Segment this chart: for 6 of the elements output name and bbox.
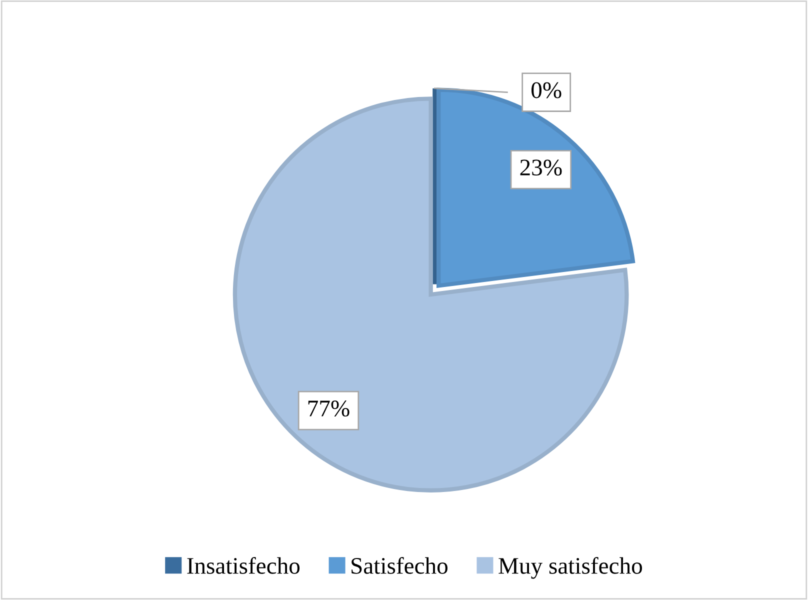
legend-label: Insatisfecho: [187, 557, 300, 574]
legend-label: Satisfecho: [352, 557, 448, 574]
text: 0%: [532, 82, 562, 98]
data-label: 77%: [308, 400, 350, 417]
legend-label: Muy satisfecho: [498, 557, 642, 579]
data-label: 23%: [520, 160, 562, 176]
